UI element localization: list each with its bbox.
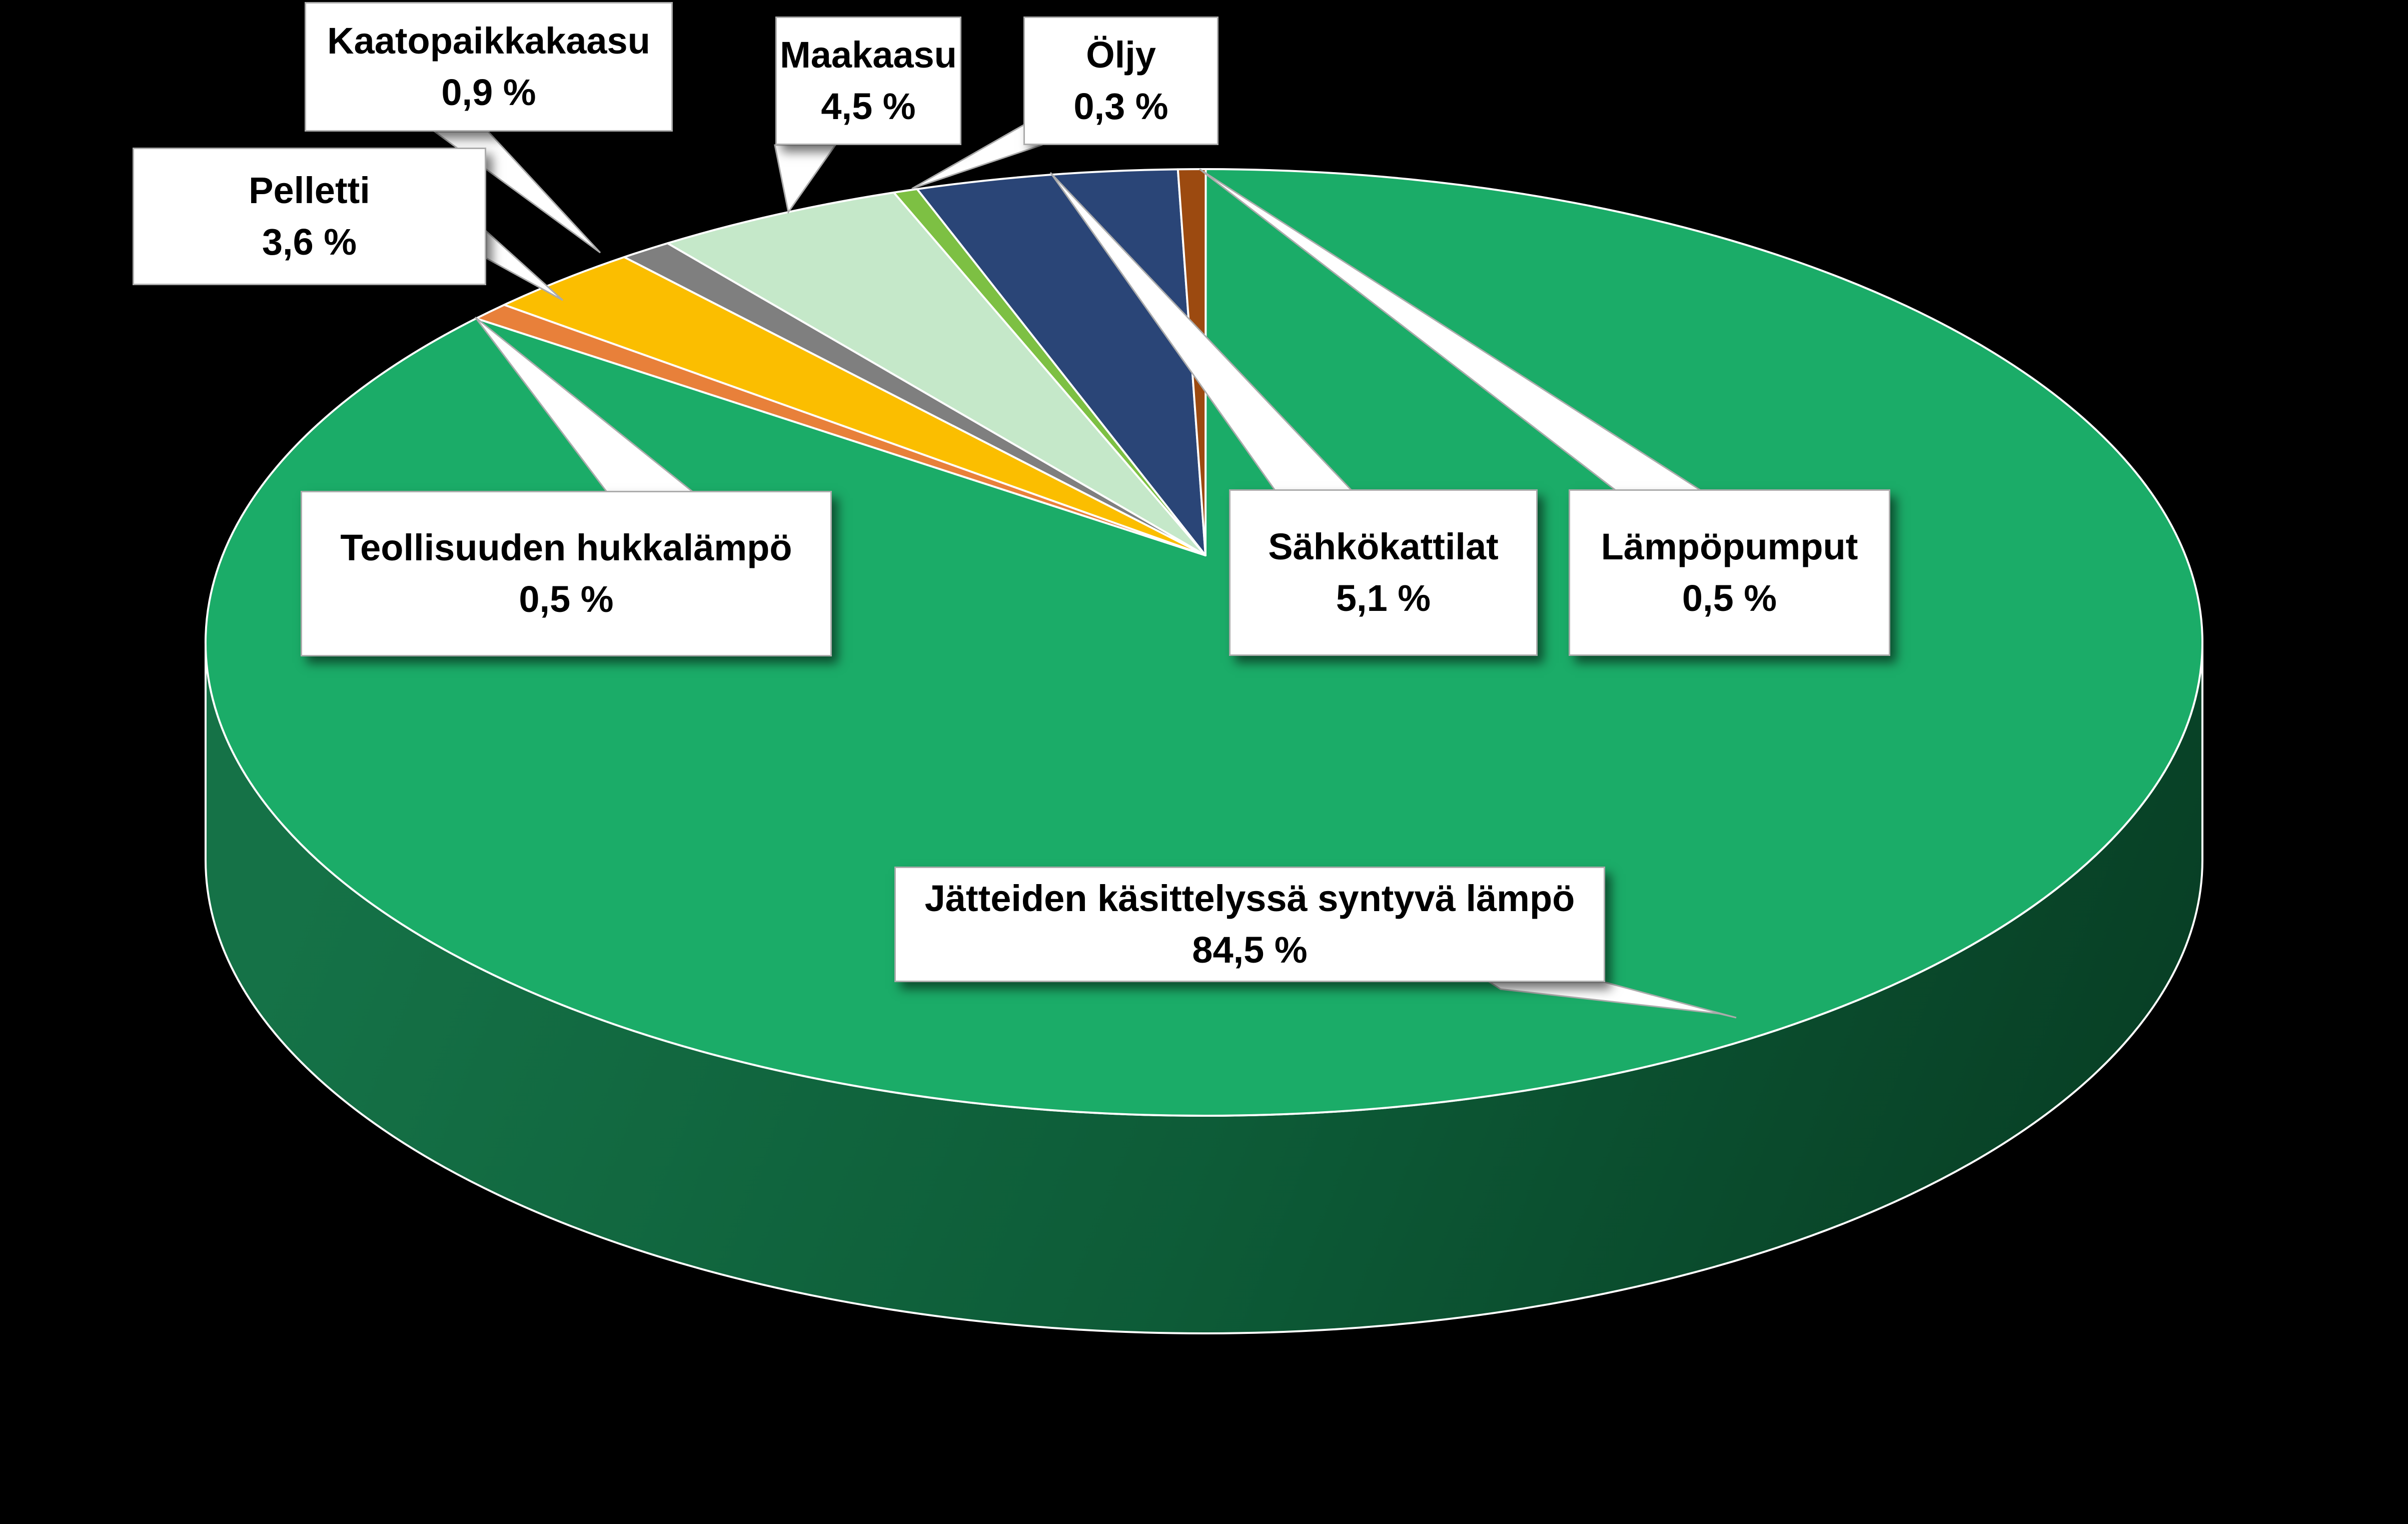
callout-pointer-pelletti xyxy=(485,229,564,301)
slice-value: 3,6 % xyxy=(262,221,357,263)
slice-label: Jätteiden käsittelyssä syntyvä lämpö xyxy=(924,878,1575,920)
pie-slice-5 xyxy=(666,191,1207,556)
callout-label-jatteiden: Jätteiden käsittelyssä syntyvä lämpö 84,… xyxy=(894,867,1605,982)
callout-pointer-maakaasu xyxy=(774,144,837,214)
callout-pointer-jatteiden xyxy=(1487,981,1737,1019)
callout-label-teollisuuden-hukkalampo: Teollisuuden hukkalämpö 0,5 % xyxy=(301,491,832,656)
slice-value: 0,5 % xyxy=(1682,577,1777,619)
slice-value: 4,5 % xyxy=(821,85,916,127)
pie-slice-3 xyxy=(503,256,1207,556)
slice-label: Öljy xyxy=(1086,34,1156,76)
pie-slice-1 xyxy=(205,168,2203,1117)
slice-label: Sähkökattilat xyxy=(1268,526,1499,568)
slice-label: Teollisuuden hukkalämpö xyxy=(340,527,792,569)
callout-label-oljy: Öljy 0,3 % xyxy=(1023,17,1219,145)
callout-label-kaatopaikkakaasu: Kaatopaikkakaasu 0,9 % xyxy=(305,2,673,132)
callout-label-lampopumput: Lämpöpumput 0,5 % xyxy=(1569,489,1890,656)
callout-label-sahkokattilat: Sähkökattilat 5,1 % xyxy=(1229,489,1538,656)
slice-label: Maakaasu xyxy=(780,34,957,76)
pie-slices xyxy=(205,168,2203,1117)
callout-label-pelletti: Pelletti 3,6 % xyxy=(133,148,486,285)
callout-label-maakaasu: Maakaasu 4,5 % xyxy=(775,17,961,145)
slice-label: Pelletti xyxy=(249,170,370,212)
slice-value: 0,5 % xyxy=(519,578,614,620)
slice-value: 0,3 % xyxy=(1073,85,1168,127)
slice-value: 0,9 % xyxy=(441,71,536,113)
slice-label: Kaatopaikkakaasu xyxy=(327,20,650,62)
slice-value: 84,5 % xyxy=(1192,929,1308,971)
slice-value: 5,1 % xyxy=(1336,577,1431,619)
slice-label: Lämpöpumput xyxy=(1601,526,1858,568)
